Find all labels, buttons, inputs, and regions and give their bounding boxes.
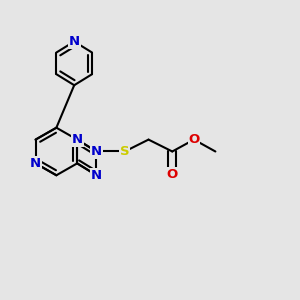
Text: S: S bbox=[120, 145, 130, 158]
Text: N: N bbox=[91, 145, 102, 158]
Text: N: N bbox=[30, 157, 41, 170]
Text: N: N bbox=[69, 35, 80, 48]
Text: N: N bbox=[72, 133, 83, 146]
Text: O: O bbox=[167, 168, 178, 181]
Text: N: N bbox=[91, 169, 102, 182]
Text: O: O bbox=[188, 133, 200, 146]
